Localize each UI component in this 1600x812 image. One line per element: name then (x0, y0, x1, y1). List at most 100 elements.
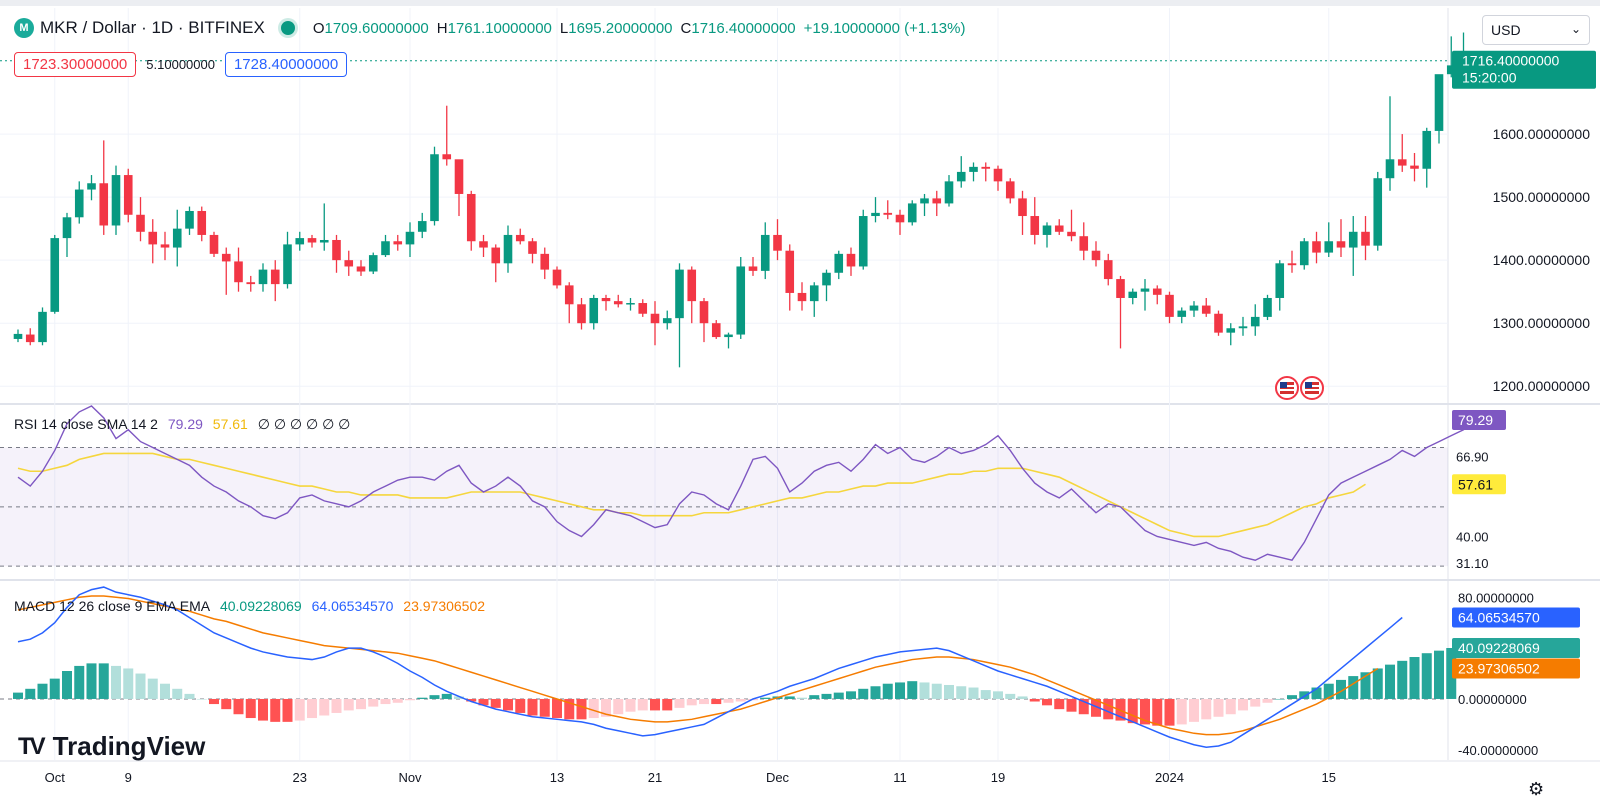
low-key: L (559, 19, 569, 37)
macd-histogram-bar (1348, 676, 1359, 699)
tradingview-logo[interactable]: TV TradingView (18, 731, 205, 762)
macd-histogram-bar (392, 698, 403, 703)
macd-histogram-bar (723, 698, 734, 703)
macd-signal-value-label-bg (1452, 658, 1580, 679)
candle (1446, 36, 1456, 78)
flag-stripe (1305, 389, 1319, 391)
macd-histogram-bar (123, 668, 134, 699)
candle (564, 282, 574, 324)
candle-body (111, 175, 121, 226)
macd-name: MACD 12 26 close 9 EMA EMA (14, 598, 211, 614)
candle (491, 244, 501, 283)
time-axis-label: Nov (398, 770, 422, 785)
candle (442, 105, 452, 166)
candle (393, 234, 403, 251)
candle-body (1103, 260, 1113, 280)
macd-histogram-bar (25, 688, 36, 699)
candle (871, 197, 880, 223)
macd-histogram-bar (429, 695, 440, 699)
candle-body (123, 175, 133, 215)
macd-histogram-bar (846, 691, 856, 699)
candle-body (295, 238, 305, 245)
macd-histogram-bar (833, 692, 844, 699)
candle (258, 263, 268, 292)
high-key: H (436, 19, 448, 37)
macd-histogram-bar (1066, 698, 1077, 712)
flag-canton (1305, 382, 1312, 388)
rsi-name: RSI 14 close SMA 14 2 (14, 416, 158, 432)
rsi-ma-label: 57.61 (1458, 476, 1493, 492)
candle-body (883, 212, 893, 215)
candle (577, 297, 586, 330)
price-axis-label: 1600.00000000 (1493, 126, 1591, 142)
candle-body (1410, 165, 1419, 169)
macd-histogram-bar (1262, 698, 1273, 703)
macd-histogram-bar (1091, 698, 1101, 717)
spread-value: 5.10000000 (146, 57, 215, 72)
candle (711, 320, 721, 339)
candle-body (87, 183, 96, 190)
macd-histogram-bar (380, 698, 391, 705)
open-value: 1709.60000000 (324, 19, 429, 37)
candle (1250, 304, 1260, 336)
candle (1005, 178, 1015, 204)
candle (1385, 96, 1395, 191)
candle (846, 247, 856, 276)
settings-gear-icon[interactable]: ⚙ (1528, 779, 1545, 799)
candle (993, 165, 1003, 191)
macd-histogram-bar (1017, 696, 1028, 699)
candle-body (895, 214, 905, 223)
price-axis-label: 1500.00000000 (1493, 189, 1591, 205)
us-flag-event-icon (1300, 376, 1324, 400)
macd-histogram-bar (809, 695, 820, 699)
time-axis-label: 9 (125, 770, 132, 785)
macd-histogram-bar (86, 663, 97, 699)
macd-histogram-bar (343, 698, 354, 711)
macd-histogram-bar (503, 698, 513, 711)
symbol-title[interactable]: MKR / Dollar · 1D · BITFINEX (40, 18, 265, 37)
candle (540, 247, 550, 280)
mkr-logo: M (14, 18, 34, 38)
macd-histogram-bar (319, 698, 330, 716)
macd-histogram-bar (135, 673, 146, 699)
macd-axis-label: 0.00000000 (1458, 692, 1527, 707)
candle-body (209, 234, 219, 254)
macd-hist-value-label-bg (1452, 637, 1580, 658)
macd-histogram-bar (931, 683, 942, 699)
macd-histogram-bar (466, 698, 477, 702)
candle (956, 156, 966, 188)
candle (209, 231, 219, 258)
candle-body (1397, 159, 1407, 166)
macd-histogram-bar (650, 698, 660, 711)
macd-histogram-bar (539, 698, 550, 717)
macd-histogram-bar (1446, 647, 1457, 699)
macd-histogram-bar (1372, 668, 1383, 699)
macd-histogram-bar (478, 698, 489, 706)
candle-body (969, 166, 978, 172)
currency-select[interactable]: USD ⌄ (1482, 15, 1590, 45)
macd-histogram-bar (331, 698, 342, 713)
macd-histogram-bar (184, 693, 195, 699)
rsi-legend[interactable]: RSI 14 close SMA 14 2 79.29 57.61 ∅ ∅ ∅ … (14, 416, 356, 433)
buy-price-button[interactable]: 1728.40000000 (224, 52, 348, 77)
candle-body (1128, 291, 1138, 298)
macd-histogram-bar (1299, 691, 1310, 699)
price-axis-label: 1300.00000000 (1493, 315, 1591, 331)
macd-legend[interactable]: MACD 12 26 close 9 EMA EMA 40.09228069 6… (14, 598, 491, 614)
candle-body (1385, 159, 1395, 179)
candle (1177, 307, 1187, 324)
macd-histogram-bar (1140, 698, 1150, 725)
candle (123, 168, 133, 223)
candle (552, 266, 562, 289)
candle-body (381, 241, 390, 256)
macd-histogram-bar (62, 671, 72, 699)
market-status-icon[interactable] (280, 21, 295, 35)
macd-histogram-bar (233, 698, 244, 715)
candle (1116, 275, 1125, 349)
time-axis-label: 11 (893, 770, 907, 785)
candle (1103, 253, 1113, 286)
candle (430, 146, 439, 226)
candle-body (332, 239, 341, 261)
sell-price-button[interactable]: 1723.30000000 (14, 52, 137, 77)
